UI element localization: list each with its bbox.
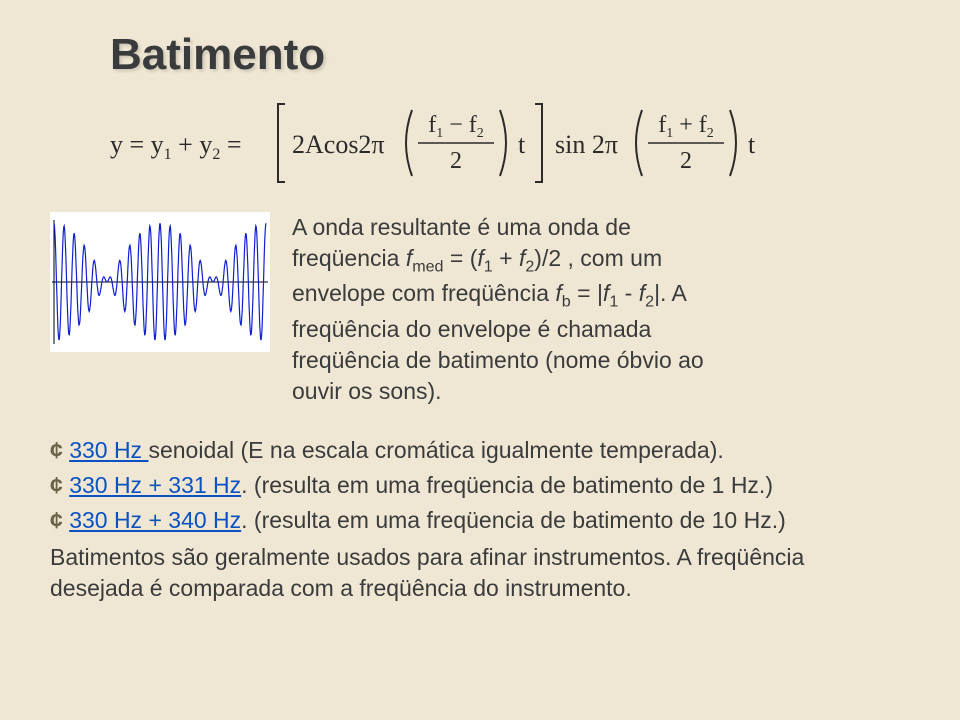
svg-text:2: 2 [680,148,692,174]
list-item: 330 Hz senoidal (E na escala cromática i… [50,435,910,466]
svg-text:sin 2π: sin 2π [555,130,618,159]
bullet-list: 330 Hz senoidal (E na escala cromática i… [50,435,910,536]
list-item: 330 Hz + 340 Hz. (resulta em uma freqüen… [50,505,910,536]
svg-text:y = y1 + y2 =: y = y1 + y2 = [110,130,242,163]
description-paragraph: A onda resultante é uma onda de freqüenc… [292,212,910,407]
slide: Batimento y = y1 + y2 = 2Acos2π f1 − f2 [0,0,960,720]
page-title: Batimento [110,30,910,80]
svg-text:f1 + f2: f1 + f2 [658,112,714,141]
waveform-figure [50,212,270,352]
link-330hz[interactable]: 330 Hz [69,437,148,463]
svg-text:f1 − f2: f1 − f2 [428,112,484,141]
equation: y = y1 + y2 = 2Acos2π f1 − f2 2 t [50,98,910,188]
waveform-svg [50,212,270,352]
equation-svg: y = y1 + y2 = 2Acos2π f1 − f2 2 t [110,98,850,188]
link-330-340[interactable]: 330 Hz + 340 Hz [69,507,241,533]
svg-text:t: t [518,130,526,159]
svg-text:t: t [748,130,756,159]
svg-text:2: 2 [450,148,462,174]
svg-text:2Acos2π: 2Acos2π [292,130,385,159]
closing-paragraph: Batimentos são geralmente usados para af… [50,542,910,604]
list-item: 330 Hz + 331 Hz. (resulta em uma freqüen… [50,470,910,501]
link-330-331[interactable]: 330 Hz + 331 Hz [69,472,241,498]
mid-row: A onda resultante é uma onda de freqüenc… [50,212,910,407]
